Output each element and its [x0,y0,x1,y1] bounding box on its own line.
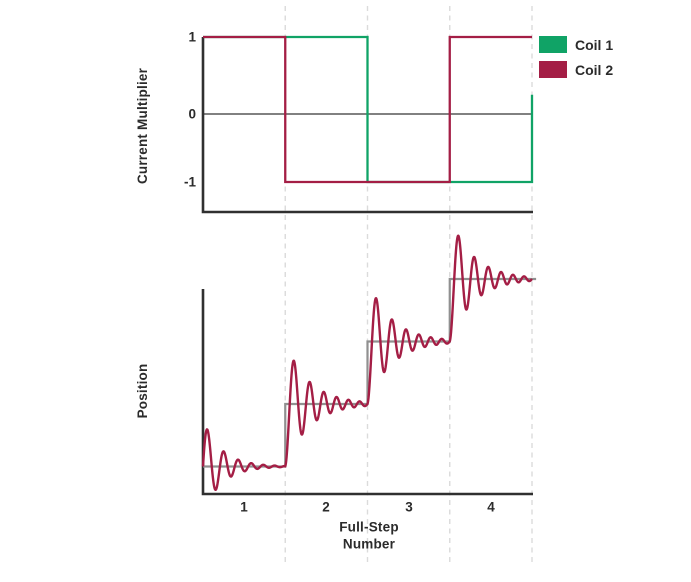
top-ytick-plus1: 1 [188,30,196,45]
bottom-xtick-4: 4 [487,500,495,515]
actual-position-curve [201,234,533,492]
top-chart: 1 0 -1 Current Multiplier [135,30,534,214]
legend-swatch-coil1 [539,36,567,53]
legend-label-coil1: Coil 1 [575,37,613,53]
legend-label-coil2: Coil 2 [575,62,613,78]
legend: Coil 1 Coil 2 [539,36,613,78]
top-ytick-zero: 0 [188,107,196,122]
legend-swatch-coil2 [539,61,567,78]
bottom-xtick-3: 3 [405,500,413,515]
bottom-xtick-2: 2 [322,500,330,515]
bottom-chart: 1 2 3 4 Full-Step Number Position [135,234,537,552]
top-ylabel-current-multiplier: Current Multiplier [135,67,150,184]
bottom-xlabel-line2: Number [343,537,396,552]
bottom-ylabel-position: Position [135,364,150,419]
bottom-xtick-1: 1 [240,500,248,515]
bottom-chart-series [201,234,537,492]
top-ytick-minus1: -1 [184,175,196,190]
bottom-xlabel-line1: Full-Step [339,520,399,535]
step-boundary-gridlines [284,6,533,565]
top-chart-series [203,35,534,184]
